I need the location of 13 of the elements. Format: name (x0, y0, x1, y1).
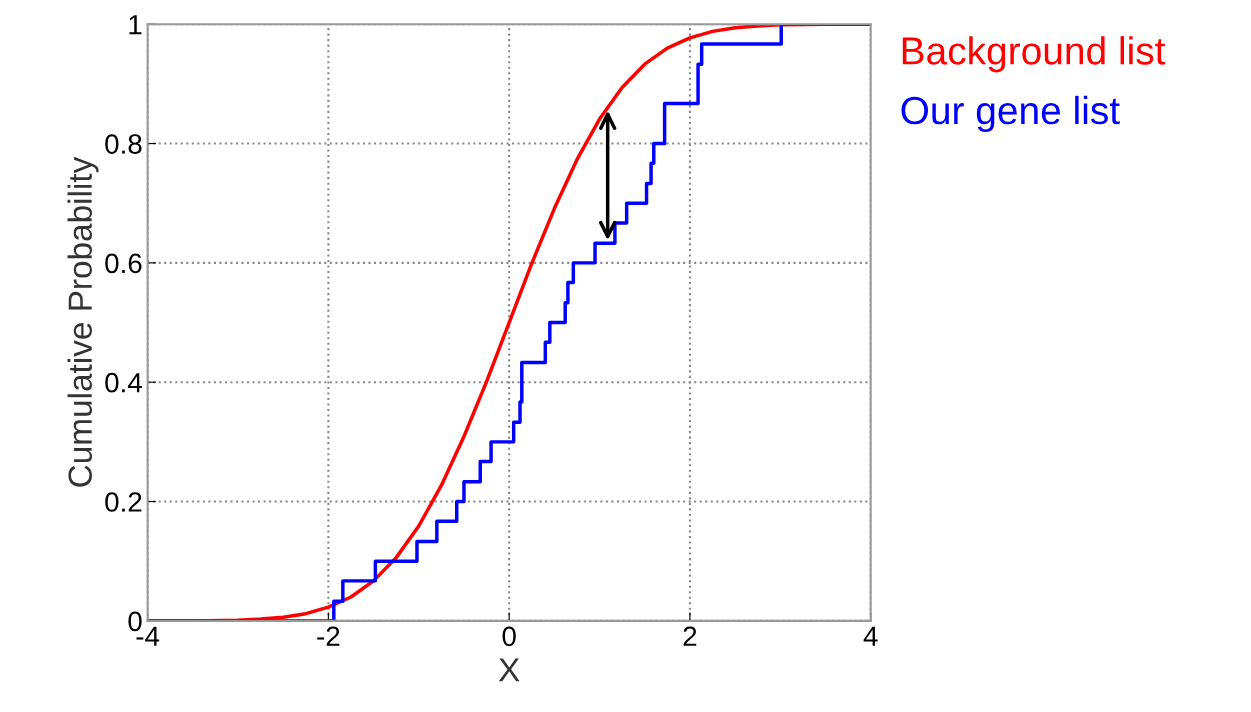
y-tick-label: 0.4 (105, 372, 142, 393)
y-tick-label: 0.2 (105, 492, 142, 512)
y-axis-title: Cumulative Probability (67, 156, 99, 487)
x-axis-title: X (498, 658, 520, 682)
x-tick-label: 4 (863, 626, 878, 646)
x-tick-label: 0 (502, 626, 516, 647)
x-tick-label: -2 (317, 626, 340, 646)
y-tick-label: 0.6 (105, 253, 142, 274)
y-tick-label: 1 (129, 15, 142, 35)
series-label: Background list (902, 36, 1166, 73)
x-tick-label: 2 (683, 626, 697, 646)
y-tick-label: 0.8 (105, 134, 142, 154)
text: Our gene list (901, 95, 1120, 133)
